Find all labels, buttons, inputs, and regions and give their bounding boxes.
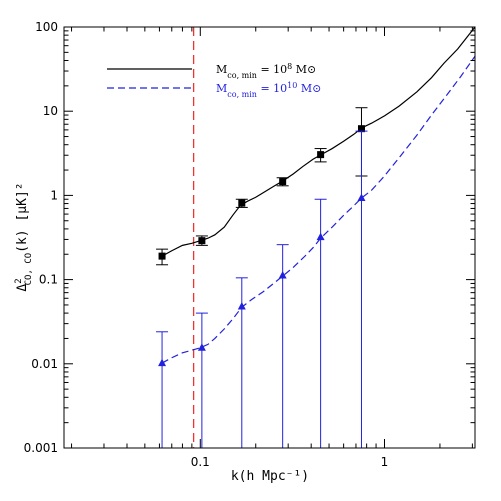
- legend: Mco, min = 108 M⊙ Mco, min = 1010 M⊙: [107, 62, 321, 99]
- x-tick-label: 0.1: [191, 455, 210, 469]
- data-point-triangle: [197, 343, 206, 351]
- y-tick-label: 0.1: [39, 273, 58, 287]
- data-point-square: [357, 125, 365, 133]
- series-line-mmin_1e8: [161, 27, 475, 257]
- data-point-square: [238, 199, 246, 207]
- y-tick-label: 0.01: [31, 357, 58, 371]
- data-point-triangle: [357, 193, 366, 202]
- legend-label-dashed: Mco, min = 1010 M⊙: [216, 81, 321, 99]
- data-point-square: [158, 252, 166, 260]
- x-axis-label: k(h Mpc⁻¹): [231, 469, 309, 484]
- x-tick-label: 1: [381, 455, 389, 469]
- data-point-triangle: [278, 270, 287, 279]
- y-tick-label: 1: [50, 188, 58, 202]
- axis-ticks: [64, 26, 475, 449]
- y-tick-label: 10: [43, 104, 58, 118]
- y-tick-label: 100: [35, 20, 58, 34]
- tick-labels: 0.001 0.01 0.1 1 10 100 0.1 1: [24, 20, 389, 469]
- plot-area: [156, 27, 475, 448]
- data-point-square: [317, 151, 325, 159]
- data-point-square: [198, 237, 206, 245]
- plot-frame: [63, 26, 476, 449]
- y-tick-label: 0.001: [24, 441, 58, 455]
- y-axis-label: Δ2CO, CO(k) [μK]²: [14, 182, 34, 291]
- data-point-triangle: [237, 301, 246, 310]
- legend-label-solid: Mco, min = 108 M⊙: [216, 62, 316, 80]
- data-point-triangle: [158, 358, 167, 367]
- data-point-triangle: [316, 232, 325, 241]
- series-line-mmin_1e10: [161, 55, 475, 364]
- data-point-square: [279, 178, 287, 186]
